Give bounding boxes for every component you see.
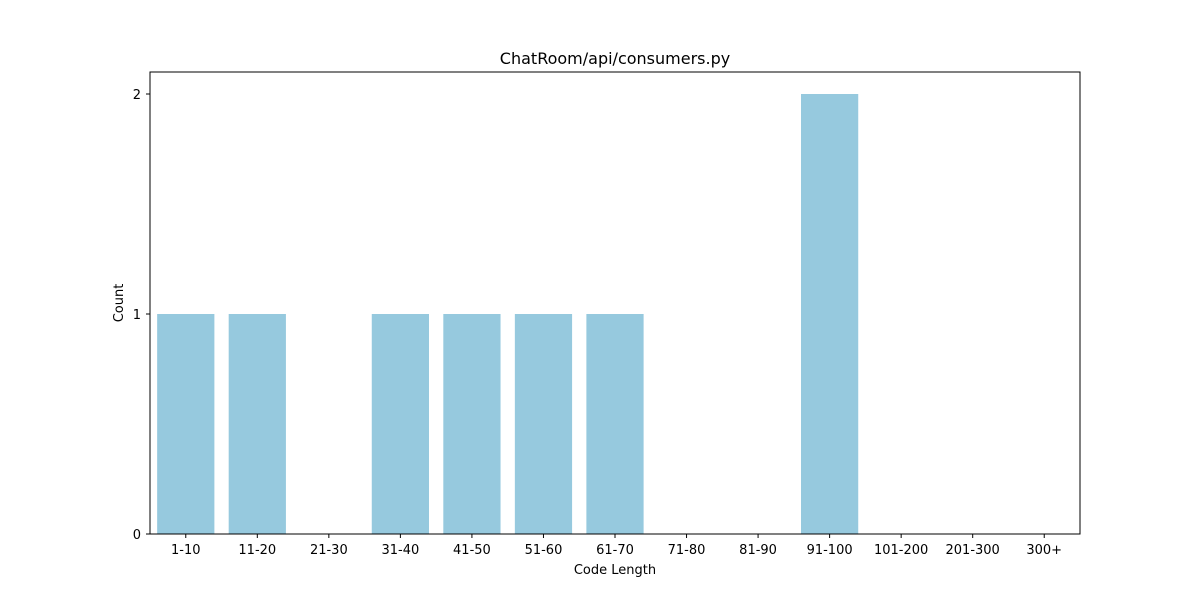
bar-31-40 — [371, 314, 429, 534]
bar-91-100 — [801, 94, 859, 534]
y-ticks: 0 1 2 — [133, 88, 150, 543]
x-tick-label: 21-30 — [310, 543, 348, 558]
x-tick-label: 41-50 — [453, 543, 491, 558]
chart-title: ChatRoom/api/consumers.py — [500, 49, 730, 68]
bar-41-50 — [443, 314, 501, 534]
x-tick-label: 71-80 — [668, 543, 706, 558]
x-tick-label: 1-10 — [171, 543, 201, 558]
x-tick-label: 300+ — [1026, 543, 1062, 558]
bar-11-20 — [228, 314, 286, 534]
x-ticks: 1-10 11-20 21-30 31-40 41-50 51-60 61-70 71-80 8… — [171, 534, 1062, 558]
y-tick-label: 1 — [133, 308, 141, 323]
bar-51-60 — [514, 314, 573, 534]
x-tick-label: 201-300 — [946, 543, 1000, 558]
x-tick-label: 11-20 — [238, 543, 276, 558]
x-tick-label: 51-60 — [525, 543, 563, 558]
x-tick-label: 81-90 — [739, 543, 777, 558]
bar-61-70 — [586, 314, 644, 534]
x-tick-label: 91-100 — [807, 543, 853, 558]
x-tick-label: 61-70 — [596, 543, 634, 558]
x-axis-label: Code Length — [574, 563, 656, 578]
bars-layer — [157, 94, 859, 534]
y-tick-label: 0 — [133, 528, 141, 543]
x-tick-label: 31-40 — [381, 543, 419, 558]
bar-1-10 — [157, 314, 215, 534]
y-tick-label: 2 — [133, 88, 141, 103]
y-axis-label: Count — [112, 284, 127, 323]
x-tick-label: 101-200 — [874, 543, 928, 558]
